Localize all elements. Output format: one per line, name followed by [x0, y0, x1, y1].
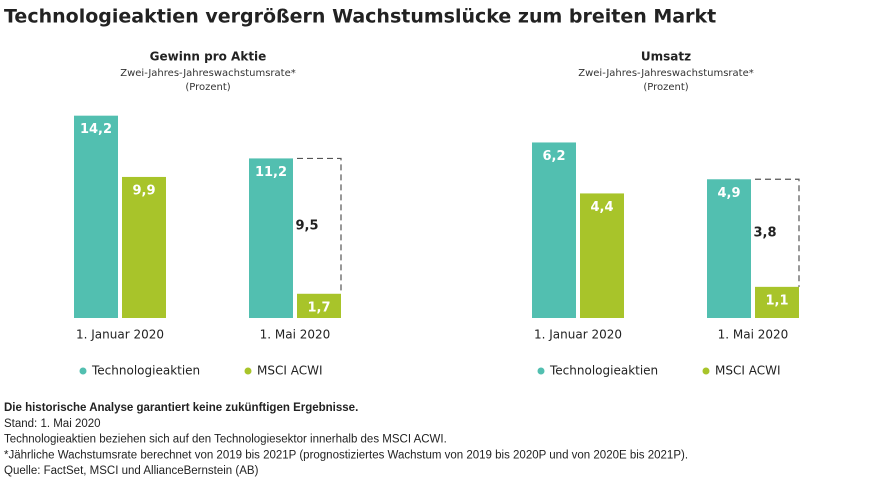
gap-label: 9,5	[295, 219, 318, 234]
x-tick-label: 1. Mai 2020	[260, 328, 331, 342]
x-tick-label: 1. Mai 2020	[718, 328, 789, 342]
value-label: 11,2	[255, 165, 287, 180]
page-title: Technologieaktien vergrößern Wachstumslü…	[4, 6, 716, 28]
bar	[755, 286, 799, 318]
panel-subtitle: (Prozent)	[643, 82, 688, 93]
value-label: 4,4	[590, 200, 613, 215]
legend-marker	[79, 367, 87, 375]
panel-subtitle: (Prozent)	[185, 82, 230, 93]
panel-title: Gewinn pro Aktie	[150, 50, 267, 64]
bar	[297, 293, 341, 318]
gap-label: 3,8	[753, 226, 776, 241]
bar	[74, 115, 118, 318]
bar	[249, 158, 293, 318]
footer-line: Technologieaktien beziehen sich auf den …	[4, 434, 447, 446]
footer-line: Quelle: FactSet, MSCI und AllianceBernst…	[4, 465, 259, 477]
legend-label: MSCI ACWI	[715, 364, 780, 378]
bar	[532, 142, 576, 318]
value-label: 14,2	[80, 122, 112, 137]
value-label: 1,1	[765, 293, 788, 308]
bar	[707, 179, 751, 318]
legend-label: MSCI ACWI	[257, 364, 322, 378]
legend-marker	[244, 367, 252, 375]
value-label: 4,9	[717, 186, 740, 201]
panel-title: Umsatz	[641, 50, 691, 64]
gap-box	[755, 178, 800, 287]
gap-box	[297, 157, 342, 294]
legend-marker	[537, 367, 545, 375]
footer-line: *Jährliche Wachstumsrate berechnet von 2…	[4, 449, 688, 461]
value-label: 6,2	[542, 149, 565, 164]
panel-subtitle: Zwei-Jahres-Jahreswachstumsrate*	[578, 68, 754, 79]
x-tick-label: 1. Januar 2020	[534, 328, 622, 342]
footer-line: Stand: 1. Mai 2020	[4, 418, 101, 430]
footer-heading: Die historische Analyse garantiert keine…	[4, 402, 358, 414]
legend-marker	[702, 367, 710, 375]
panel-subtitle: Zwei-Jahres-Jahreswachstumsrate*	[120, 68, 296, 79]
bar	[580, 193, 624, 318]
x-tick-label: 1. Januar 2020	[76, 328, 164, 342]
bar	[122, 176, 166, 318]
legend-label: Technologieaktien	[91, 364, 200, 378]
legend-label: Technologieaktien	[549, 364, 658, 378]
value-label: 9,9	[132, 183, 155, 198]
value-label: 1,7	[307, 300, 330, 315]
